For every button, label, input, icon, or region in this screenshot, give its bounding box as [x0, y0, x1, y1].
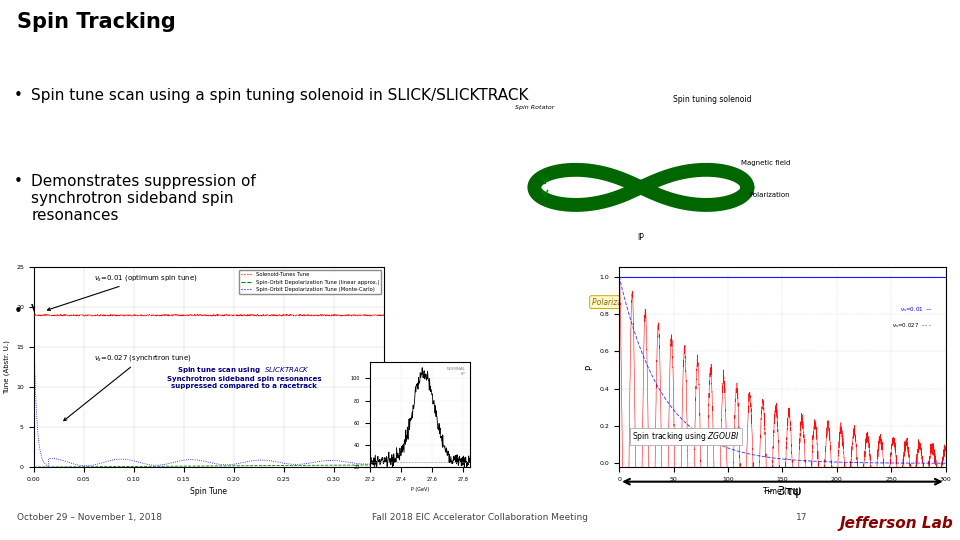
Line: Spin-Orbit Depolarization Tune (linear approx.): Spin-Orbit Depolarization Tune (linear a…: [34, 465, 384, 467]
Text: IP: IP: [637, 233, 644, 241]
Text: $\nu_s$=0.027  - - -: $\nu_s$=0.027 - - -: [892, 321, 932, 330]
Spin-Orbit Depolarization Tune (Monte-Carlo): [304, 460, 316, 466]
Spin-Orbit Depolarization Tune (linear approx.): [198, 463, 209, 469]
Spin-Orbit Depolarization Tune (Monte-Carlo): [368, 461, 379, 467]
Text: Fall 2018 EIC Accelerator Collaboration Meeting: Fall 2018 EIC Accelerator Collaboration …: [372, 513, 588, 522]
Text: ~ 3τψ: ~ 3τψ: [763, 485, 802, 498]
Text: Spin tracking using $\it{ZGOUBI}$: Spin tracking using $\it{ZGOUBI}$: [633, 430, 740, 443]
Text: Spin Rotator: Spin Rotator: [515, 105, 554, 110]
Text: •: •: [13, 173, 22, 188]
X-axis label: P (GeV): P (GeV): [411, 488, 429, 492]
Spin-Orbit Depolarization Tune (linear approx.): [46, 464, 58, 470]
Spin-Orbit Depolarization Tune (linear approx.): [368, 462, 379, 468]
Text: Polarization Configuration: Polarization Configuration: [591, 298, 690, 307]
Y-axis label: P: P: [585, 364, 594, 370]
Line: Spin-Orbit Depolarization Tune (Monte-Carlo): Spin-Orbit Depolarization Tune (Monte-Ca…: [34, 323, 384, 466]
Spin-Orbit Depolarization Tune (linear approx.): [189, 463, 201, 469]
Text: NOMINAL
LP: NOMINAL LP: [446, 367, 466, 376]
Solenoid-Tunes Tune: [365, 313, 376, 319]
Spin-Orbit Depolarization Tune (linear approx.): [28, 464, 39, 470]
Text: Spin tune scan using a spin tuning solenoid in SLICK/SLICKTRACK: Spin tune scan using a spin tuning solen…: [31, 88, 529, 103]
Solenoid-Tunes Tune: [304, 313, 316, 319]
X-axis label: Time (ms): Time (ms): [763, 488, 802, 496]
Spin-Orbit Depolarization Tune (linear approx.): [303, 462, 315, 469]
Text: •: •: [13, 304, 22, 319]
Spin-Orbit Depolarization Tune (Monte-Carlo): [28, 320, 39, 327]
Spin-Orbit Depolarization Tune (Monte-Carlo): [378, 459, 390, 465]
Spin-Orbit Depolarization Tune (Monte-Carlo): [369, 461, 380, 467]
Spin-Orbit Depolarization Tune (linear approx.): [368, 462, 379, 468]
Text: Spin Tracking: Spin Tracking: [17, 11, 176, 31]
Text: October 29 – November 1, 2018: October 29 – November 1, 2018: [17, 513, 162, 522]
Spin-Orbit Depolarization Tune (Monte-Carlo): [43, 463, 55, 469]
Line: Solenoid-Tunes Tune: Solenoid-Tunes Tune: [34, 315, 384, 316]
Text: 17: 17: [796, 513, 807, 522]
Text: Verified by Zgoubi’s Monte-Carlo spin tracking: Verified by Zgoubi’s Monte-Carlo spin tr…: [31, 304, 386, 319]
Solenoid-Tunes Tune: [199, 312, 210, 319]
Text: Jefferson Lab: Jefferson Lab: [840, 516, 953, 531]
Solenoid-Tunes Tune: [46, 312, 58, 319]
Text: $\nu_s$=0.027 (synchrtron tune): $\nu_s$=0.027 (synchrtron tune): [63, 353, 191, 421]
Text: Spin tuning solenoid: Spin tuning solenoid: [673, 96, 751, 104]
Solenoid-Tunes Tune: [378, 312, 390, 319]
Solenoid-Tunes Tune: [369, 312, 380, 318]
Spin-Orbit Depolarization Tune (Monte-Carlo): [199, 458, 210, 464]
Text: $\nu_s$=0.01 (optimum spin tune): $\nu_s$=0.01 (optimum spin tune): [47, 273, 197, 310]
X-axis label: Spin Tune: Spin Tune: [190, 488, 228, 496]
Text: Spin tune scan using  $\it{SLICKTRACK}$
Synchrotron sideband spin resonances
sup: Spin tune scan using $\it{SLICKTRACK}$ S…: [166, 365, 322, 389]
Solenoid-Tunes Tune: [369, 312, 380, 318]
Solenoid-Tunes Tune: [189, 312, 201, 318]
Y-axis label: Tune (Abstr. U.): Tune (Abstr. U.): [4, 340, 11, 394]
Spin-Orbit Depolarization Tune (linear approx.): [378, 462, 390, 468]
Text: $\nu_s$=0.01  —: $\nu_s$=0.01 —: [900, 305, 932, 314]
Text: Demonstrates suppression of
synchrotron sideband spin
resonances: Demonstrates suppression of synchrotron …: [31, 173, 256, 224]
Text: Magnetic field: Magnetic field: [741, 159, 790, 166]
Solenoid-Tunes Tune: [28, 312, 39, 319]
Text: •: •: [13, 88, 22, 103]
Spin-Orbit Depolarization Tune (Monte-Carlo): [189, 456, 201, 463]
Solenoid-Tunes Tune: [121, 312, 132, 318]
Text: Polarization: Polarization: [750, 192, 790, 198]
Spin-Orbit Depolarization Tune (Monte-Carlo): [46, 455, 58, 462]
Legend: Solenoid-Tunes Tune, Spin-Orbit Depolarization Tune (linear approx.), Spin-Orbit: Solenoid-Tunes Tune, Spin-Orbit Depolari…: [239, 270, 381, 294]
